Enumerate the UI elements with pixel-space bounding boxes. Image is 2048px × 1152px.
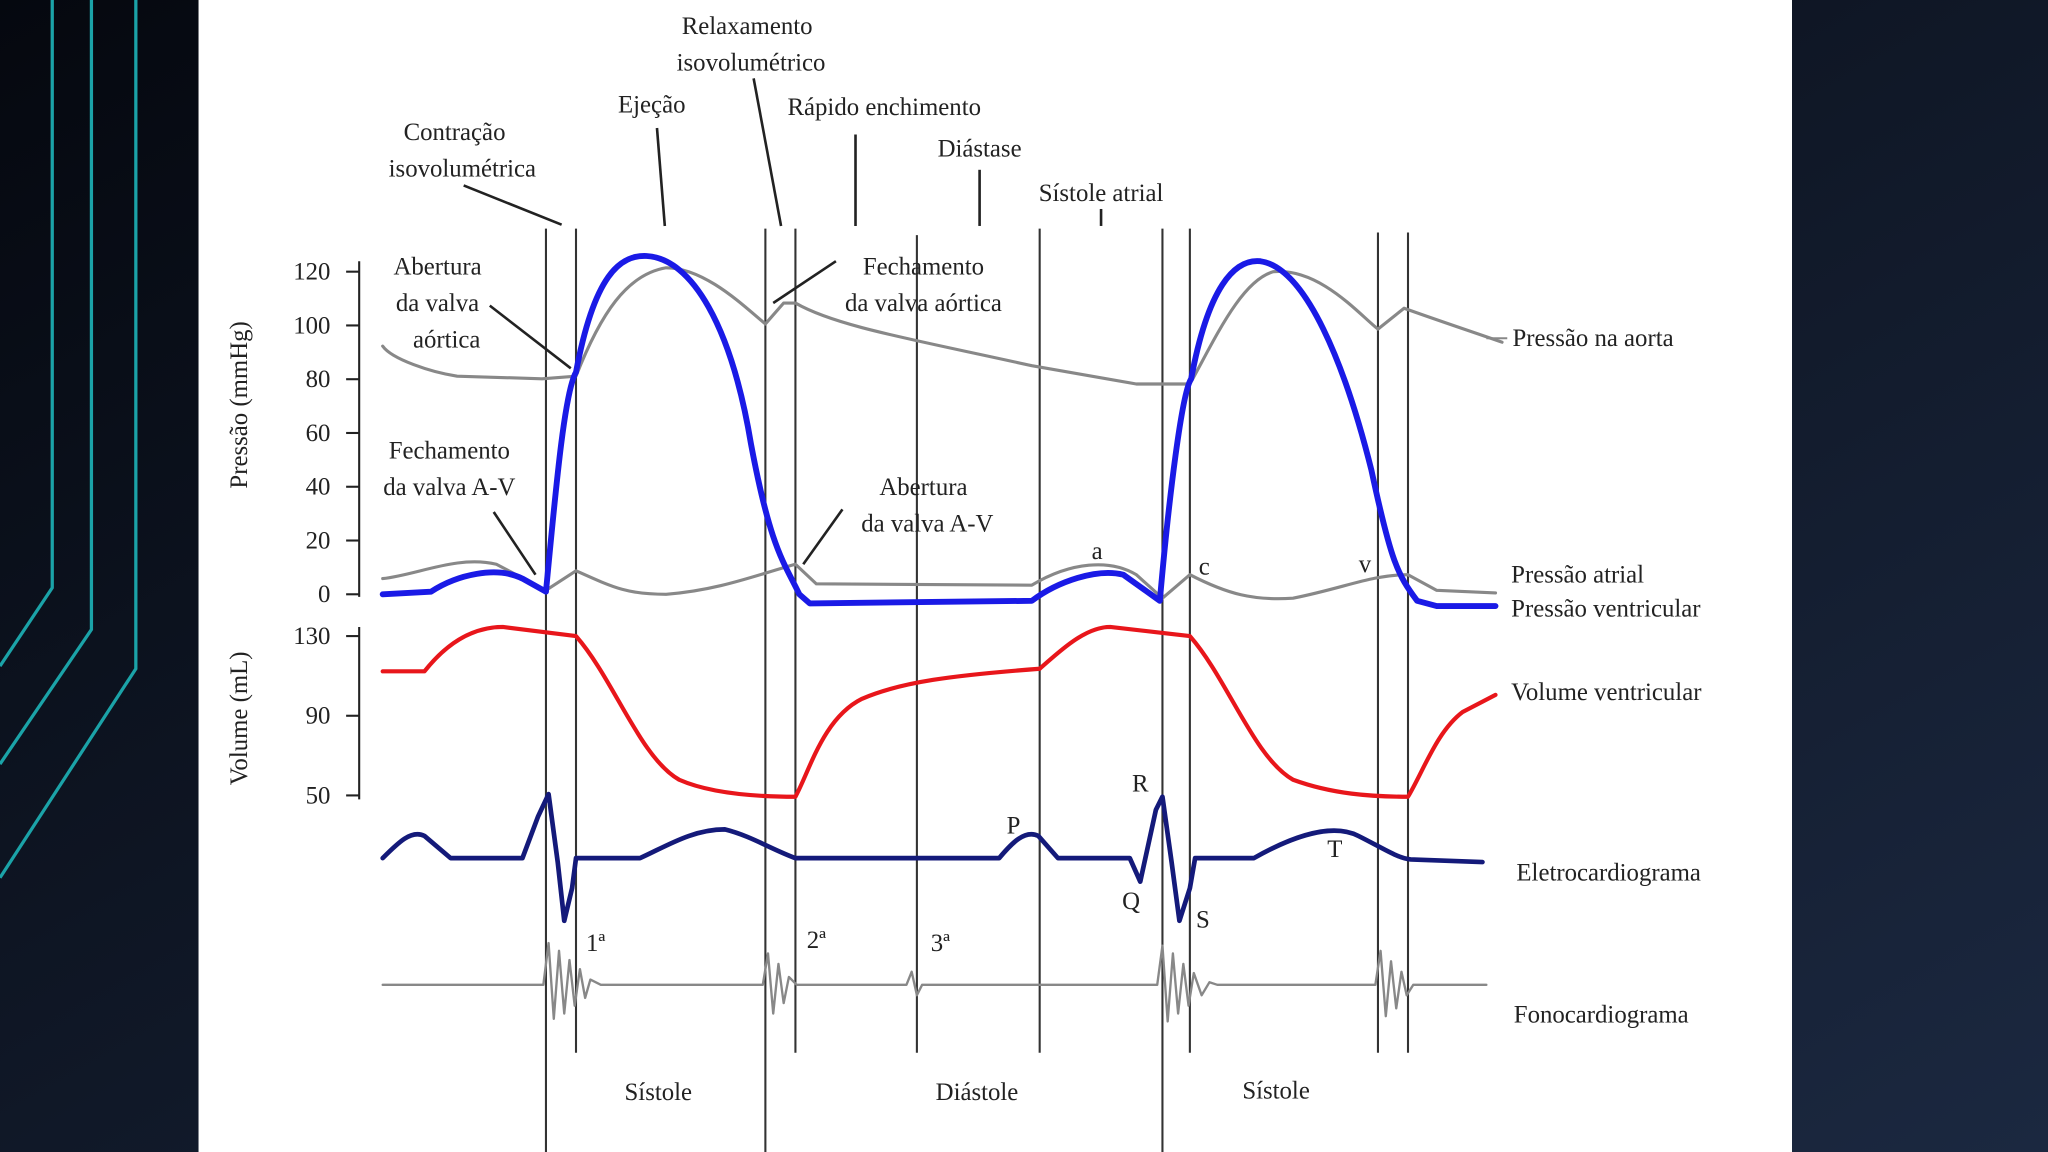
phase-label: Contração [404,119,506,146]
event-label: da valva [396,290,479,317]
phase-label: Rápido enchimento [787,94,981,121]
trace-label: Fonocardiograma [1514,1002,1689,1029]
wave-label: c [1199,554,1210,581]
wave-label: v [1359,551,1372,578]
phase-label: Ejeção [618,91,685,118]
phase-labels: Relaxamento isovolumétrico Ejeção Rápido… [389,13,1164,207]
trace-labels: Pressão na aorta Pressão atrial Pressão … [1486,325,1702,1029]
phase-label: isovolumétrica [389,155,536,182]
tick-label: 90 [306,703,331,730]
event-label: Abertura [393,253,481,280]
tick-label: 100 [293,312,330,339]
phase-pointers [463,78,1103,227]
axes: Pressão (mmHg) Volume (mL) 120 100 80 60 40 2… [226,259,361,809]
tick-label: 20 [306,527,331,554]
phase-label: Sístole atrial [1039,180,1164,207]
event-label: Fechamento [863,253,984,280]
aortic-pressure [381,266,1504,386]
event-label: Fechamento [389,437,510,464]
tick-label: 130 [293,623,330,650]
tick-label: 120 [293,259,330,286]
wave-label: a [1092,538,1103,565]
ventricular-pressure [379,253,1499,609]
trace-label: Pressão atrial [1511,562,1644,589]
event-label: Abertura [879,474,967,501]
period-label: Sístole [1242,1077,1310,1104]
tick-label: 60 [306,420,331,447]
wave-label: R [1132,771,1149,798]
tick-label: 80 [306,366,331,393]
wave-label: T [1327,836,1342,863]
trace-label: Pressão ventricular [1511,595,1701,622]
axis-title: Volume (mL) [226,651,253,785]
atrial-pressure [381,560,1498,601]
event-label: da valva A-V [383,474,515,501]
tick-label: 50 [306,782,331,809]
trace-label: Volume ventricular [1511,679,1702,706]
trace-label: Pressão na aorta [1512,325,1673,352]
trace-label: Eletrocardiograma [1516,859,1701,886]
phonocardiogram [381,941,1488,1023]
ecg [380,791,1485,924]
wave-label: Q [1122,888,1140,915]
wave-label: 3ª [931,930,950,957]
wave-label: 1ª [586,930,605,957]
axis-title: Pressão (mmHg) [226,321,253,488]
wave-labels: a c v P R Q S T 1ª 2ª 3ª [586,538,1372,957]
event-label: aórtica [413,326,480,353]
event-label: da valva A-V [861,511,993,538]
tick-label: 40 [306,474,331,501]
tick-label: 0 [318,581,330,608]
event-labels: Abertura da valva aórtica Fechamento da … [383,253,1002,537]
period-label: Diástole [936,1079,1019,1106]
period-labels: Sístole Diástole Sístole [625,1077,1310,1105]
ventricular-volume [380,624,1498,799]
period-label: Sístole [625,1079,693,1106]
wave-label: 2ª [807,927,826,954]
phase-label: Diástase [938,136,1022,163]
phase-label: Relaxamento [682,13,813,40]
event-label: da valva aórtica [845,290,1002,317]
phase-label: isovolumétrico [677,50,826,77]
event-arrows [488,260,844,576]
decoration [0,0,138,879]
wave-label: S [1196,906,1210,933]
wave-label: P [1007,812,1021,839]
